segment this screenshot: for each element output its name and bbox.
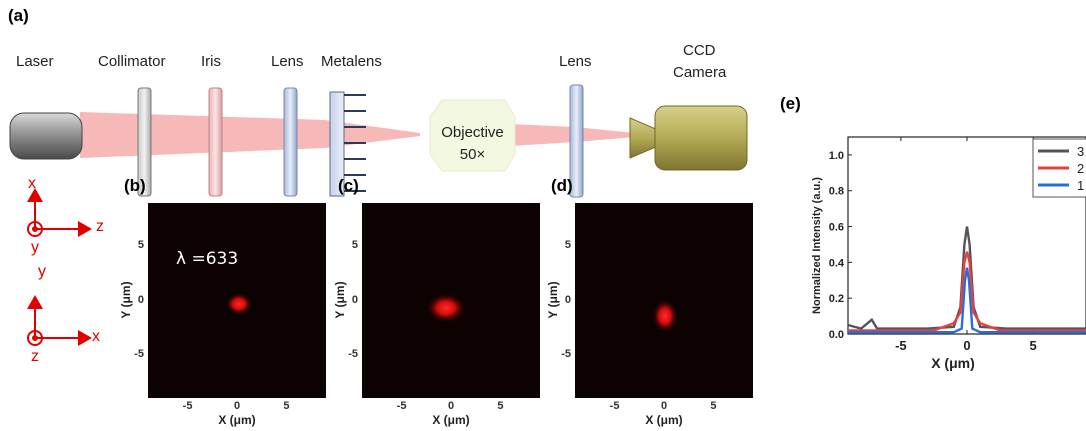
metalens-label: Metalens xyxy=(321,53,382,70)
coordinate-axes xyxy=(27,188,92,346)
laser-label: Laser xyxy=(16,53,54,70)
x-tick-label: 0 xyxy=(963,338,970,353)
map-x-tick: 5 xyxy=(497,400,504,412)
series-line-1 xyxy=(848,267,1086,334)
panel-label-e: (e) xyxy=(780,94,801,113)
map-x-tick: 0 xyxy=(233,400,241,412)
map-y-axis-title: Y (μm) xyxy=(546,280,560,319)
iris-plate xyxy=(208,87,223,197)
map-y-tick: -5 xyxy=(134,347,144,360)
laser-body xyxy=(9,112,83,160)
axis-bottom-horizontal-label: x xyxy=(92,328,100,345)
focal-spot xyxy=(226,293,252,315)
lens-1-plate xyxy=(283,87,298,197)
objective-body xyxy=(429,99,516,172)
legend-label-1: 1 xyxy=(1077,178,1084,193)
focal-spot xyxy=(426,293,466,323)
map-y-tick: 5 xyxy=(564,239,571,252)
axis-top-vertical-label: x xyxy=(28,175,36,192)
focal-map-b xyxy=(148,203,326,398)
series-line-2 xyxy=(848,251,1086,332)
objective-magnification: 50× xyxy=(459,146,486,163)
legend-label-3: 3 xyxy=(1077,144,1084,159)
map-x-axis-title: X (μm) xyxy=(432,413,470,427)
axis-bottom-origin-label: z xyxy=(31,348,39,365)
map-y-axis-title: Y (μm) xyxy=(333,280,347,319)
map-x-tick: 0 xyxy=(447,400,455,412)
map-x-axis-title: X (μm) xyxy=(218,413,256,427)
y-tick-label: 0.8 xyxy=(829,186,844,198)
map-y-tick: 0 xyxy=(137,293,144,306)
y-axis-title: Normalized Intensity (a.u.) xyxy=(811,177,823,314)
map-x-tick: -5 xyxy=(182,400,193,412)
series-line-3 xyxy=(847,226,1086,330)
objective-label: Objective xyxy=(441,124,504,141)
panel-label-d: (d) xyxy=(551,176,573,195)
map-y-tick: -5 xyxy=(561,347,571,360)
axis-top-origin-label: y xyxy=(31,239,39,256)
map-y-tick: 0 xyxy=(351,293,358,306)
legend-label-2: 2 xyxy=(1077,161,1084,176)
map-y-tick: 5 xyxy=(137,239,144,252)
x-tick-label: -5 xyxy=(895,338,907,353)
map-x-tick: 5 xyxy=(283,400,290,412)
intensity-chart: 0.0 0.2 0.4 0.6 0.8 1.0 -5 0 5 X (μm) Normalized I… xyxy=(811,136,1086,371)
focal-map-c xyxy=(362,203,540,398)
lens-2-plate xyxy=(569,84,584,198)
map-x-tick: 5 xyxy=(710,400,717,412)
x-tick-label: 5 xyxy=(1029,338,1036,353)
y-tick-label: 0.6 xyxy=(829,222,844,234)
metalens-icon xyxy=(329,91,366,197)
collimator-plate xyxy=(137,87,152,197)
map-x-axis-title: X (μm) xyxy=(645,413,683,427)
map-x-tick: -5 xyxy=(609,400,620,412)
lens-1-label: Lens xyxy=(271,53,304,70)
lens-2-label: Lens xyxy=(559,53,592,70)
wavelength-label: λ =633 xyxy=(176,249,239,269)
axis-bottom-vertical-label: y xyxy=(38,263,46,280)
map-x-tick: -5 xyxy=(396,400,407,412)
y-tick-label: 0.4 xyxy=(829,257,845,269)
map-y-axis-title: Y (μm) xyxy=(119,280,133,319)
axis-top-horizontal-label: z xyxy=(96,218,104,235)
focal-spot xyxy=(652,299,678,333)
y-tick-label: 1.0 xyxy=(829,150,844,162)
objective-output-beam xyxy=(510,124,575,146)
iris-label: Iris xyxy=(201,53,221,70)
focal-map-d xyxy=(575,203,753,398)
map-y-tick: -5 xyxy=(348,347,358,360)
map-x-tick: 0 xyxy=(660,400,668,412)
coord-axes-bottom xyxy=(27,295,92,346)
y-tick-label: 0.2 xyxy=(829,293,844,305)
panel-label-a: (a) xyxy=(8,6,29,25)
panel-label-b: (b) xyxy=(124,176,146,195)
panel-label-c: (c) xyxy=(338,176,359,195)
collimator-label: Collimator xyxy=(98,53,166,70)
camera-label: Camera xyxy=(673,64,727,81)
ccd-camera-icon xyxy=(629,105,748,171)
map-y-tick: 0 xyxy=(564,293,571,306)
ccd-label: CCD xyxy=(683,42,716,59)
optical-setup-diagram xyxy=(9,84,748,198)
y-tick-label: 0.0 xyxy=(829,329,844,341)
map-y-tick: 5 xyxy=(351,239,358,252)
x-axis-title: X (μm) xyxy=(931,355,975,371)
coord-axes-top xyxy=(27,188,92,237)
converging-beam xyxy=(575,127,635,142)
